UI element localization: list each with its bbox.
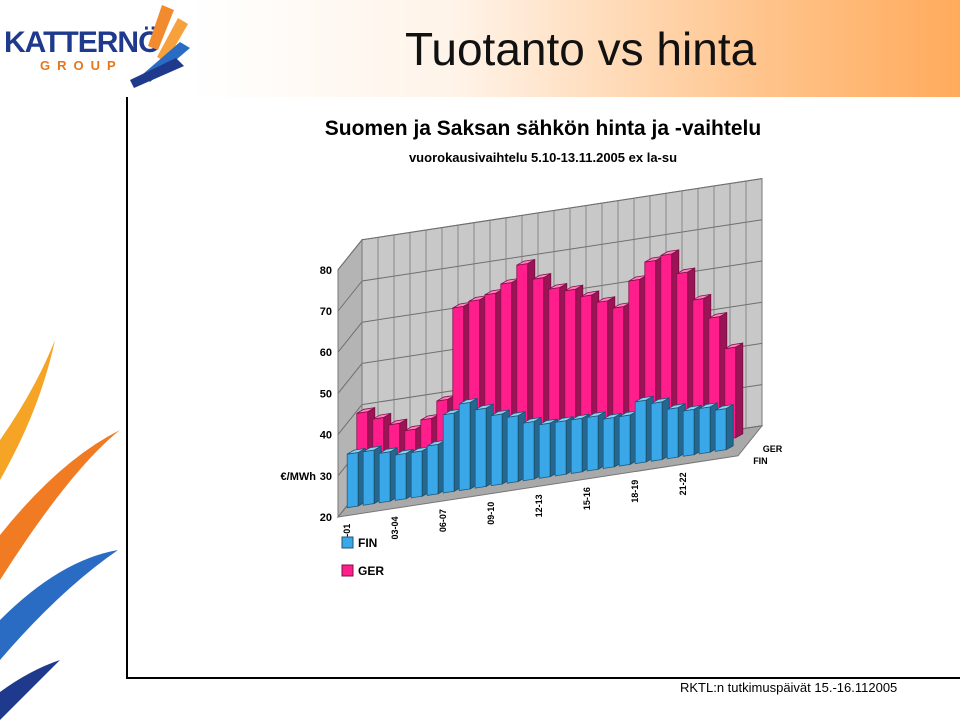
bar-fin: [682, 404, 702, 457]
chart-subtitle: vuorokausivaihtelu 5.10-13.11.2005 ex la…: [408, 150, 678, 165]
bar-fin: [346, 447, 366, 509]
bar-fin: [554, 415, 574, 477]
legend-label: FIN: [358, 536, 377, 550]
y-axis-label: €/MWh: [281, 471, 317, 483]
decorative-flame-icon: [0, 340, 120, 720]
gridline-side: [337, 280, 363, 312]
x-tick-label: 12-13: [534, 494, 544, 517]
bar-fin: [506, 410, 526, 484]
y-tick-label: 70: [320, 306, 332, 318]
bar-fin: [634, 395, 654, 465]
bar-fin: [426, 439, 446, 496]
gridline-side: [337, 239, 363, 271]
chart-legend: FIN GER: [341, 536, 384, 578]
logo-flame-icon: [130, 5, 190, 88]
legend-swatch: [341, 536, 354, 549]
bar-fin: [698, 402, 718, 455]
bar-fin: [714, 403, 734, 452]
legend-label: GER: [358, 564, 384, 578]
bar-fin: [410, 446, 430, 499]
header-band: [190, 0, 960, 97]
bar-fin: [586, 411, 606, 472]
y-tick-label: 20: [320, 512, 332, 524]
x-tick-label: 15-16: [582, 487, 592, 510]
footer-text: RKTL:n tutkimuspäivät 15.-16.112005: [680, 680, 898, 695]
bar-fin: [602, 412, 622, 469]
bar-fin: [618, 410, 638, 467]
y-tick-label: 60: [320, 347, 332, 359]
y-tick-label: 30: [320, 471, 332, 483]
bar-chart-3d: 20 30 40 50 60 70 80 €/MWh 00-01 03-04 06-07 09-10 1…: [281, 178, 783, 578]
bar-fin: [538, 418, 558, 479]
depth-axis-label: FIN: [753, 456, 768, 466]
x-tick-label: 00-01: [342, 524, 352, 547]
x-tick-label: 21-22: [678, 472, 688, 495]
x-tick-label: 09-10: [486, 502, 496, 525]
bar-fin: [394, 448, 414, 501]
y-tick-label: 50: [320, 388, 332, 400]
logo-wordmark: KATTERNÖ: [4, 26, 161, 59]
bar-fin: [522, 416, 542, 482]
x-tick-label: 18-19: [630, 480, 640, 503]
bar-fin: [474, 403, 494, 489]
y-tick-label: 80: [320, 265, 332, 277]
bar-fin: [378, 446, 398, 504]
bar-fin: [458, 397, 478, 492]
bar-fin: [362, 445, 382, 506]
gridline-side: [337, 404, 363, 435]
bar-fin: [442, 408, 462, 494]
logo-group: GROUP: [40, 58, 123, 73]
x-tick-label: 03-04: [390, 516, 400, 539]
gridline-side: [337, 363, 363, 394]
depth-axis-label: GER: [763, 444, 783, 454]
y-tick-label: 40: [320, 430, 332, 442]
x-tick-label: 06-07: [438, 509, 448, 532]
gridline-h: [361, 178, 763, 241]
gridline-side: [337, 321, 363, 353]
chart-title: Suomen ja Saksan sähkön hinta ja -vaihte…: [324, 117, 762, 140]
bar-fin: [666, 402, 686, 460]
gridline-h: [361, 219, 763, 282]
chart-panel: Suomen ja Saksan sähkön hinta ja -vaihte…: [126, 97, 960, 679]
bar-fin: [650, 397, 670, 462]
slide-title: Tuotanto vs hinta: [405, 23, 757, 75]
bar-fin: [570, 413, 590, 474]
legend-swatch: [341, 564, 354, 577]
bar-fin: [490, 409, 510, 487]
katterno-logo: KATTERNÖ GROUP: [0, 0, 200, 97]
